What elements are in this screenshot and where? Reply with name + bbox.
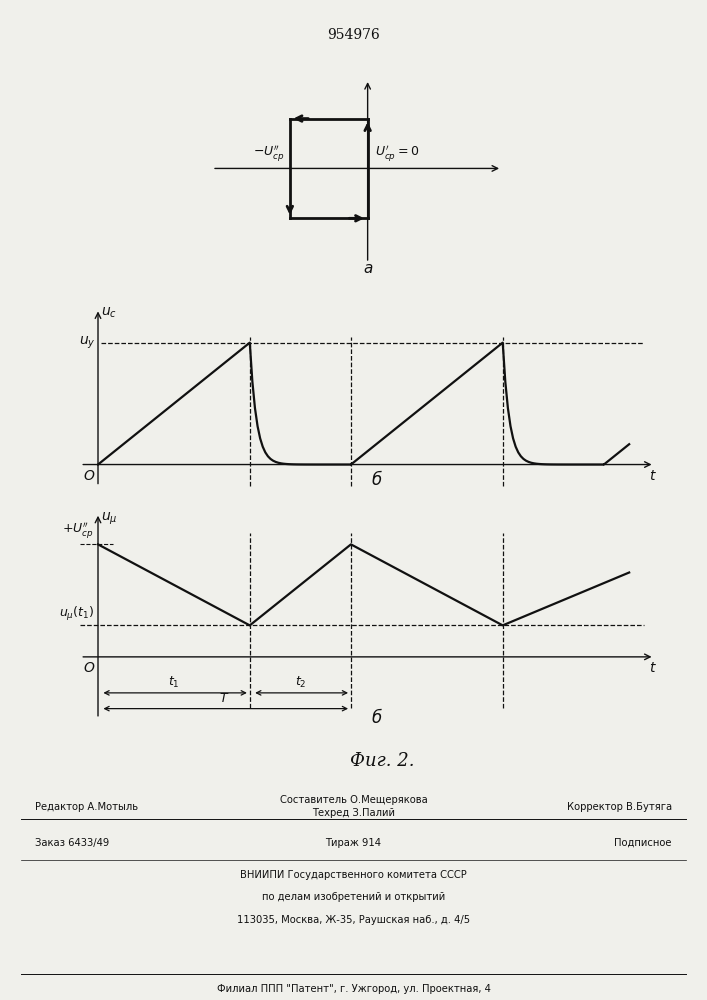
Text: $T$: $T$ [219,692,230,705]
Text: $t_2$: $t_2$ [295,674,306,690]
Text: Корректор В.Бутяга: Корректор В.Бутяга [566,802,672,812]
Text: $t$: $t$ [650,661,658,675]
Text: б: б [371,471,381,489]
Text: ВНИИПИ Государственного комитета СССР: ВНИИПИ Государственного комитета СССР [240,870,467,880]
Text: a: a [363,261,373,276]
Text: $u_y$: $u_y$ [78,335,95,351]
Text: $u_c$: $u_c$ [100,306,117,320]
Text: $U_{cp}^{\prime}=0$: $U_{cp}^{\prime}=0$ [375,143,419,163]
Text: $O$: $O$ [83,469,95,483]
Text: Редактор А.Мотыль: Редактор А.Мотыль [35,802,139,812]
Text: $t$: $t$ [650,469,658,483]
Text: Подписное: Подписное [614,838,672,848]
Text: $+U_{cp}^{\prime\prime}$: $+U_{cp}^{\prime\prime}$ [62,520,94,540]
Text: $-U_{cp}^{\prime\prime}$: $-U_{cp}^{\prime\prime}$ [252,143,284,163]
Text: Техред З.Палий: Техред З.Палий [312,808,395,818]
Text: $O$: $O$ [83,661,95,675]
Text: б: б [371,709,381,727]
Text: Составитель О.Мещерякова: Составитель О.Мещерякова [280,795,427,805]
Text: $u_{\mu}(t_1)$: $u_{\mu}(t_1)$ [59,605,94,623]
Text: 954976: 954976 [327,28,380,42]
Text: $t_1$: $t_1$ [168,674,180,690]
Text: Тираж 914: Тираж 914 [325,838,382,848]
Text: Фиг. 2.: Фиг. 2. [349,752,414,770]
Text: $u_{\mu}$: $u_{\mu}$ [100,511,117,527]
Text: Заказ 6433/49: Заказ 6433/49 [35,838,110,848]
Text: 113035, Москва, Ж-35, Раушская наб., д. 4/5: 113035, Москва, Ж-35, Раушская наб., д. … [237,915,470,925]
Text: по делам изобретений и открытий: по делам изобретений и открытий [262,892,445,902]
Text: Филиал ППП "Патент", г. Ужгород, ул. Проектная, 4: Филиал ППП "Патент", г. Ужгород, ул. Про… [216,984,491,994]
